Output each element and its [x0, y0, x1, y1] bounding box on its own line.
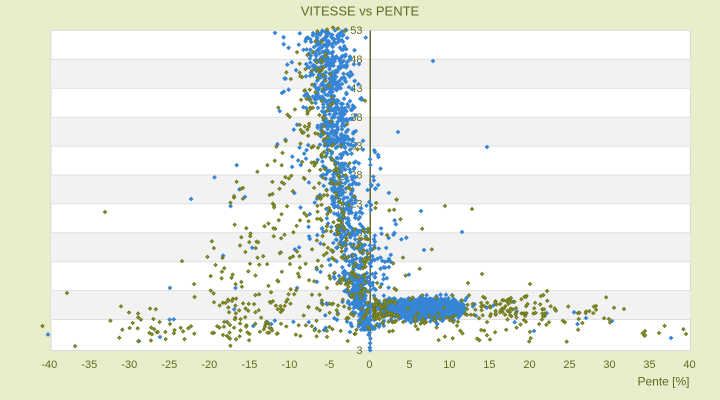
- svg-text:-40: -40: [41, 359, 57, 371]
- svg-text:-10: -10: [281, 359, 297, 371]
- svg-text:-15: -15: [241, 359, 257, 371]
- svg-text:-5: -5: [325, 359, 335, 371]
- svg-text:53: 53: [350, 25, 362, 37]
- svg-text:23: 23: [350, 199, 362, 211]
- svg-text:0: 0: [366, 359, 372, 371]
- svg-text:38: 38: [350, 112, 362, 124]
- svg-text:25: 25: [563, 359, 575, 371]
- svg-text:35: 35: [643, 359, 655, 371]
- svg-text:Pente [%]: Pente [%]: [637, 375, 689, 389]
- svg-text:15: 15: [483, 359, 495, 371]
- svg-text:10: 10: [443, 359, 455, 371]
- svg-text:43: 43: [350, 83, 362, 95]
- svg-text:VITESSE vs PENTE: VITESSE vs PENTE: [301, 4, 420, 19]
- svg-text:20: 20: [523, 359, 535, 371]
- svg-text:-30: -30: [121, 359, 137, 371]
- svg-text:3: 3: [356, 345, 362, 357]
- svg-text:-35: -35: [81, 359, 97, 371]
- svg-text:40: 40: [683, 359, 695, 371]
- svg-text:-25: -25: [161, 359, 177, 371]
- svg-text:5: 5: [406, 359, 412, 371]
- svg-text:30: 30: [603, 359, 615, 371]
- svg-text:-20: -20: [201, 359, 217, 371]
